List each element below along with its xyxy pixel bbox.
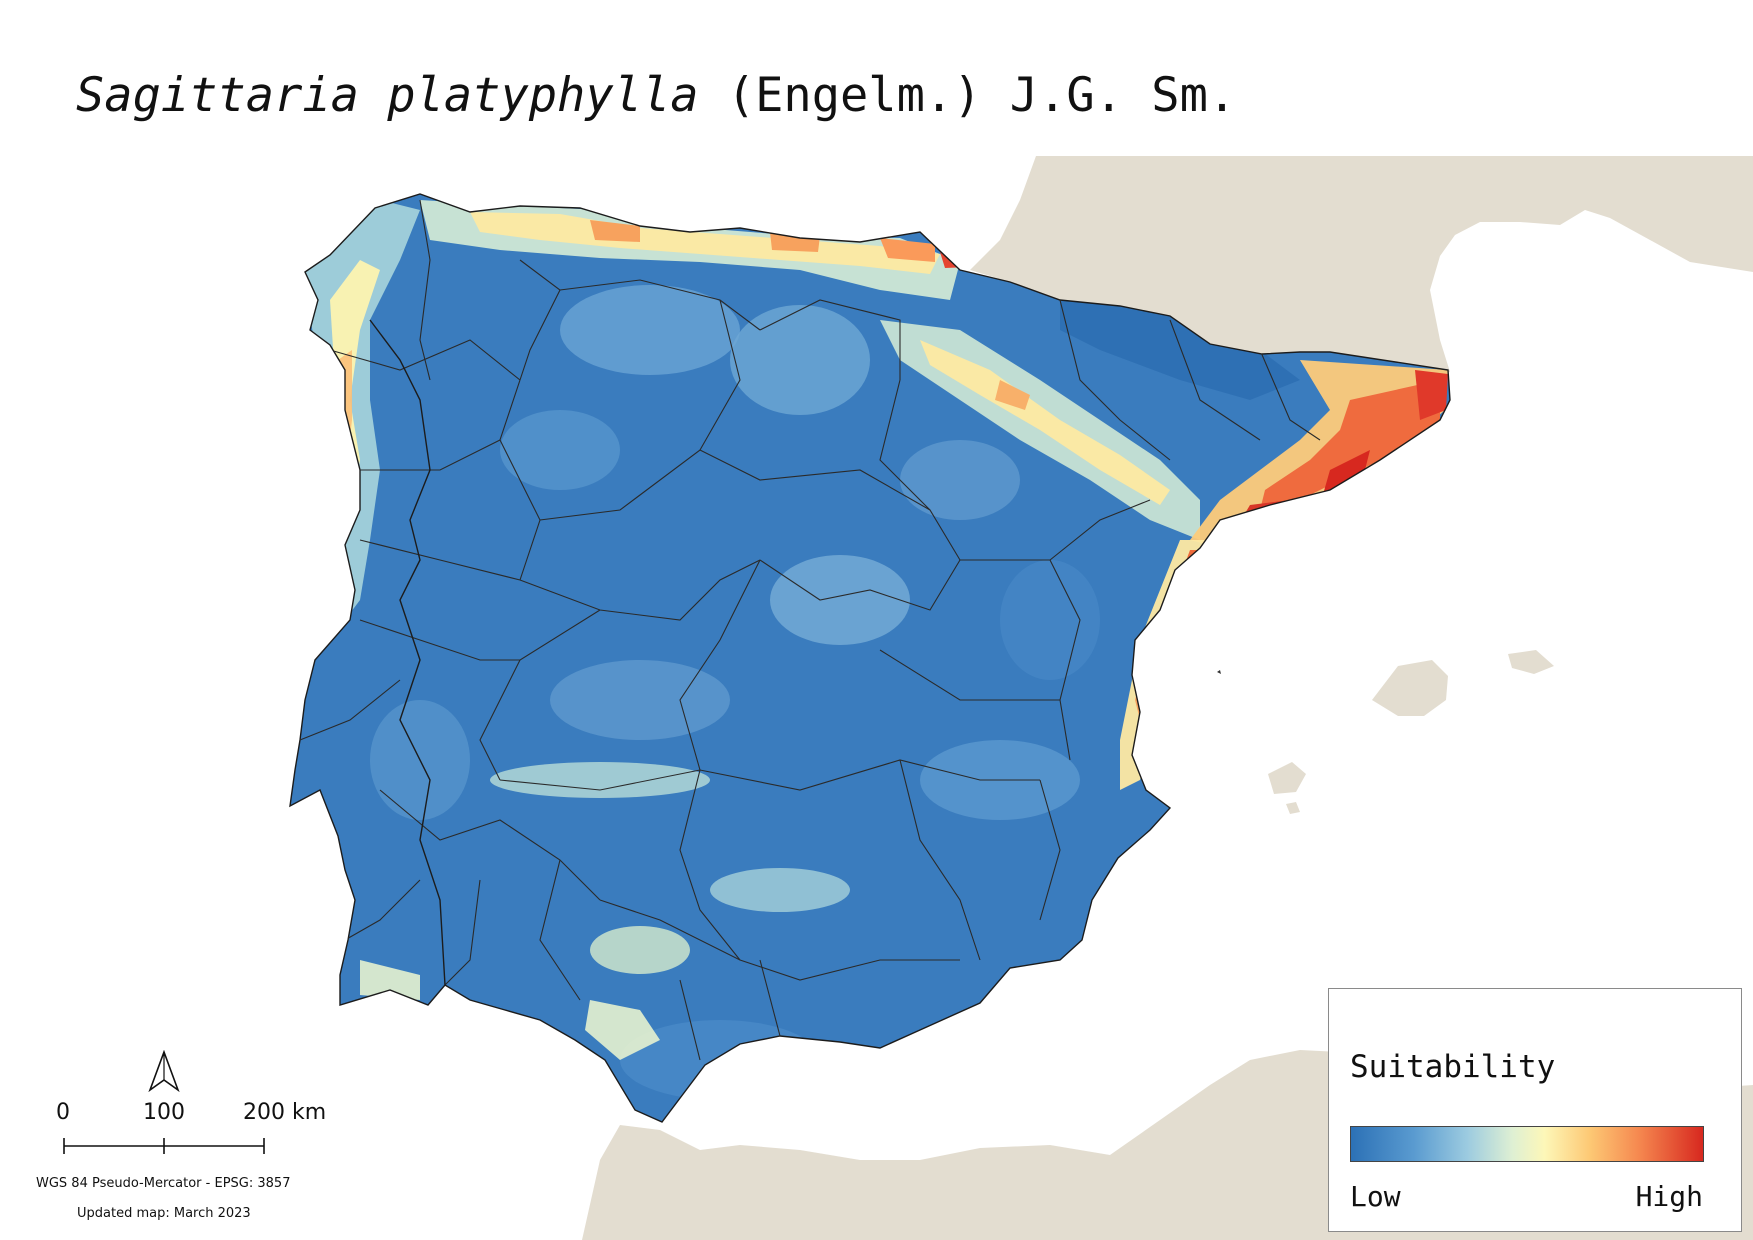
species-authority: (Engelm.) J.G. Sm. bbox=[698, 68, 1237, 123]
legend-box: Suitability Low High bbox=[1328, 988, 1742, 1232]
island-ibiza bbox=[1268, 762, 1306, 794]
island-menorca bbox=[1508, 650, 1554, 674]
legend-color-ramp bbox=[1350, 1126, 1704, 1162]
portugal-spain-border bbox=[369, 319, 446, 986]
map-title: Sagittaria platyphylla (Engelm.) J.G. Sm… bbox=[76, 68, 1236, 123]
north-arrow-icon bbox=[148, 1050, 180, 1092]
updated-text: Updated map: March 2023 bbox=[77, 1206, 251, 1221]
scale-label-100: 100 bbox=[143, 1100, 185, 1125]
france-coast-detail bbox=[1585, 226, 1612, 244]
scale-bar bbox=[63, 1138, 265, 1154]
province-boundaries bbox=[299, 199, 1321, 1061]
crs-text: WGS 84 Pseudo-Mercator - EPSG: 3857 bbox=[36, 1176, 291, 1191]
scale-label-0: 0 bbox=[56, 1100, 70, 1125]
island-mallorca bbox=[1372, 660, 1448, 716]
species-name: Sagittaria platyphylla bbox=[76, 68, 699, 123]
island-formentera bbox=[1286, 802, 1300, 814]
legend-low-label: Low bbox=[1350, 1180, 1401, 1213]
island-columbretes bbox=[1217, 670, 1221, 674]
legend-title: Suitability bbox=[1350, 1049, 1556, 1085]
scale-label-200: 200 km bbox=[243, 1100, 327, 1125]
france-land bbox=[970, 156, 1753, 372]
legend-high-label: High bbox=[1635, 1180, 1703, 1213]
